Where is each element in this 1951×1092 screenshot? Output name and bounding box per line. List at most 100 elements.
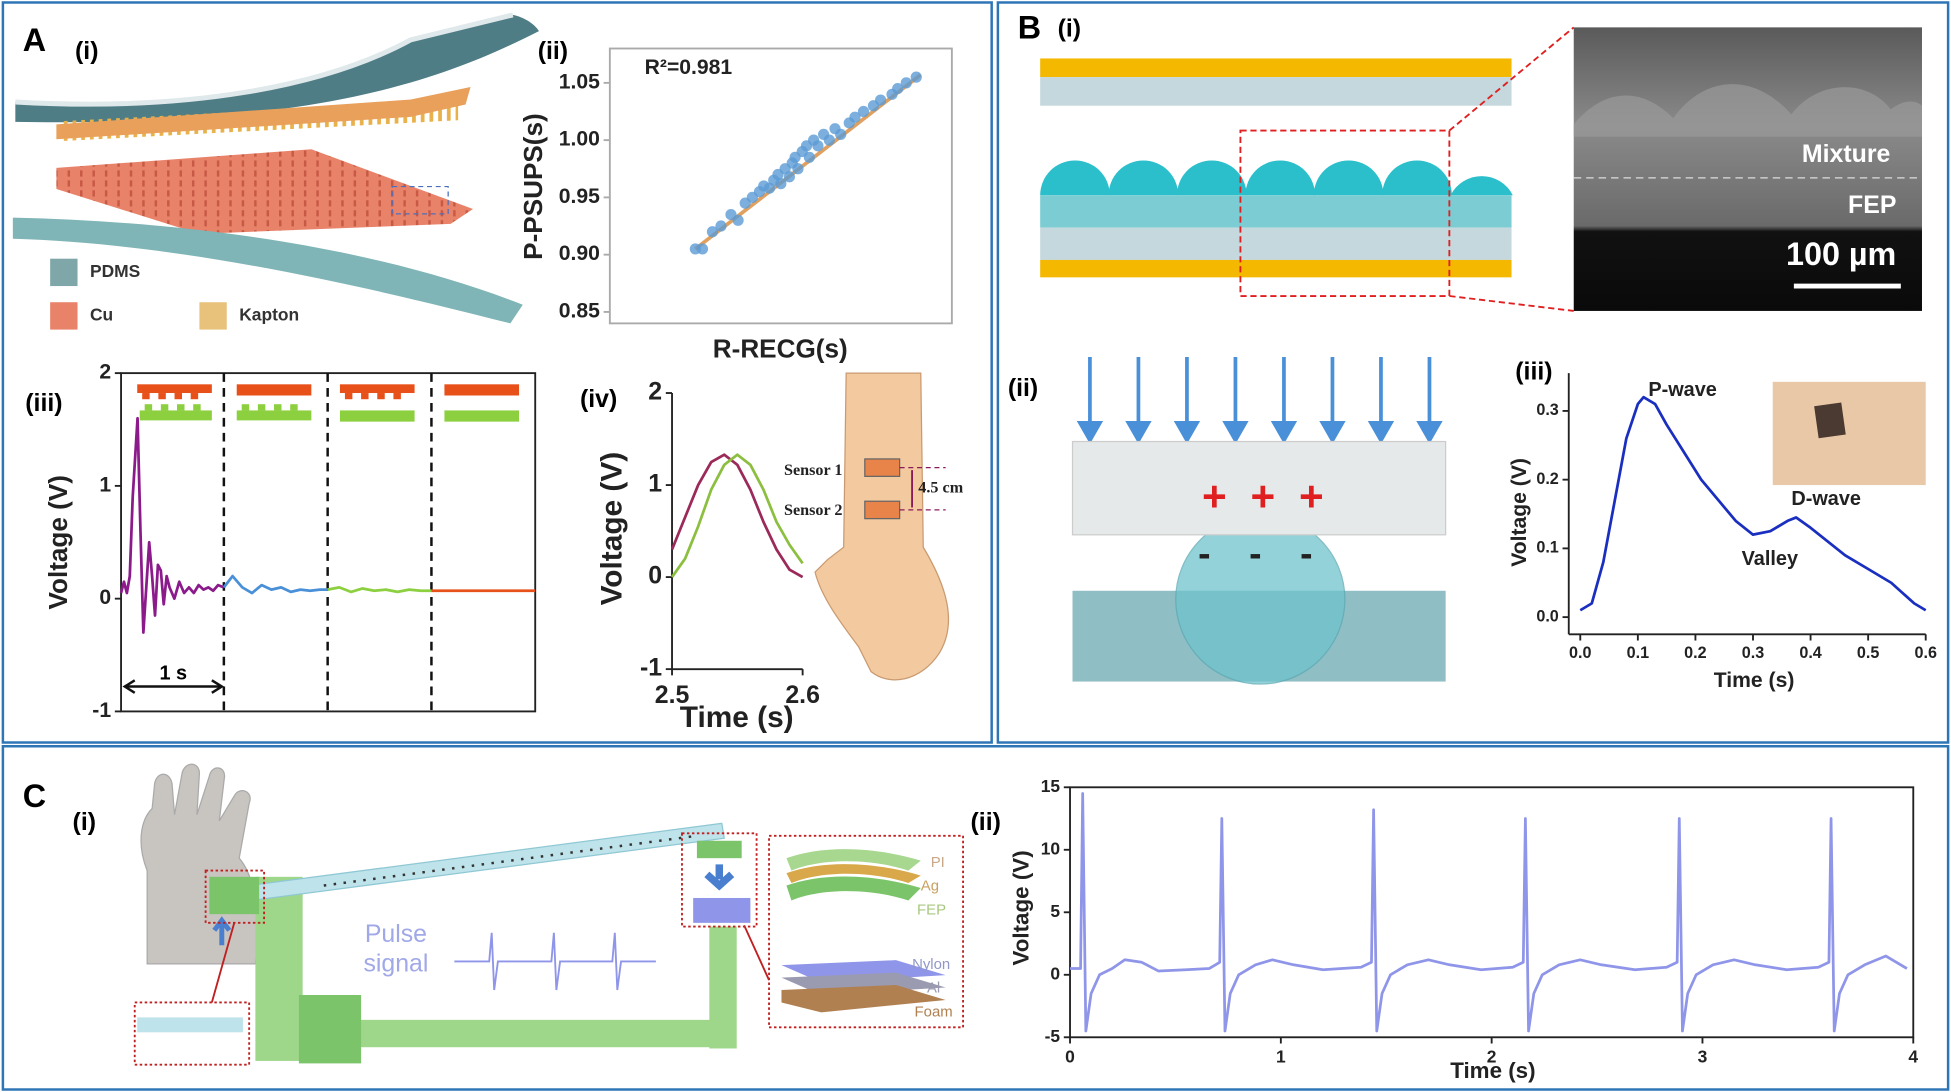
subpanel-label: (i)	[75, 37, 98, 65]
x-axis-label: Time (s)	[1450, 1058, 1535, 1083]
scatter-point	[812, 140, 824, 152]
annotation: Valley	[1742, 548, 1798, 570]
legend-label: PDMS	[90, 261, 140, 281]
x-tick-label: 0.4	[1799, 644, 1821, 662]
panel-frame	[1, 1, 993, 744]
y-tick-label: 2	[648, 378, 662, 406]
x-tick-label: 2	[1487, 1047, 1497, 1067]
layer-label: PI	[931, 854, 945, 871]
layer-label: Ag	[921, 878, 939, 895]
x-tick-label: 0.3	[1742, 644, 1764, 662]
legend-swatch	[50, 258, 78, 287]
legend-label: Kapton	[239, 305, 299, 325]
x-tick-label: 0.0	[1569, 644, 1591, 662]
x-tick-label: 3	[1698, 1047, 1708, 1067]
annotation: R²=0.981	[645, 56, 733, 79]
x-axis-label: Time (s)	[1714, 669, 1795, 692]
contact-model	[1071, 356, 1447, 685]
scatter-point	[823, 134, 835, 146]
charge-label: -	[1198, 532, 1210, 574]
charge-label: -	[1300, 532, 1312, 574]
layer-label: Al	[927, 980, 940, 997]
data-line	[1579, 395, 1927, 612]
y-tick-label: 0.85	[559, 299, 600, 322]
x-tick-label: 0.6	[1914, 644, 1936, 662]
y-tick-label: 0.95	[559, 185, 600, 208]
scatter-point	[803, 151, 815, 163]
panel-label: B	[1018, 9, 1041, 45]
scatter-point	[900, 77, 912, 89]
scatter-point	[875, 94, 887, 106]
layer-label: FEP	[917, 901, 946, 918]
data-line	[670, 453, 804, 578]
layer-label: Mixture	[1802, 140, 1890, 168]
panel-label: C	[23, 778, 46, 814]
x-axis-label: R-RECG(s)	[713, 334, 848, 364]
legend-swatch	[50, 302, 78, 330]
subpanel-label: (i)	[1058, 14, 1081, 42]
scatter-point	[775, 178, 787, 190]
data-line	[222, 574, 328, 595]
annotation: D-wave	[1791, 488, 1861, 510]
y-tick-label: 10	[1041, 838, 1060, 858]
layer-label: Nylon	[912, 956, 950, 973]
y-tick-label: 0.3	[1536, 401, 1558, 419]
scatter-point	[706, 226, 719, 238]
x-tick-label: 0.5	[1857, 644, 1879, 662]
subpanel-label: (ii)	[1008, 374, 1038, 402]
y-axis-label: Voltage (V)	[595, 452, 628, 606]
scatter-point	[910, 71, 922, 83]
y-axis-label: Voltage (V)	[1009, 850, 1034, 965]
subpanel-label: (i)	[73, 808, 96, 836]
subpanel-label: (iv)	[580, 385, 617, 413]
y-tick-label: 0.2	[1536, 470, 1558, 488]
annotation: P-wave	[1648, 379, 1717, 401]
subpanel-label: (iii)	[25, 389, 62, 417]
charge-label: +	[1299, 473, 1324, 520]
plot-frame	[608, 47, 953, 325]
y-tick-label: 0	[648, 562, 662, 590]
data-line	[327, 586, 432, 594]
x-tick-label: 0	[1065, 1047, 1075, 1067]
y-tick-label: 1.05	[559, 70, 600, 93]
scatter-point	[792, 163, 804, 175]
y-tick-label: -1	[92, 699, 111, 722]
subpanel-label: (ii)	[538, 37, 568, 65]
subpanel-label: (iii)	[1515, 358, 1552, 386]
scale-arrow	[122, 679, 225, 694]
x-tick-label: 4	[1908, 1047, 1918, 1067]
y-tick-label: 0.1	[1536, 539, 1558, 557]
data-line	[1070, 792, 1908, 1033]
charge-label: +	[1202, 473, 1227, 520]
y-tick-label: 1	[99, 473, 111, 496]
y-tick-label: 0.90	[559, 242, 600, 265]
signal-label: Pulse	[365, 920, 427, 948]
scale-label: 1 s	[159, 662, 187, 684]
annotation: Sensor 1	[784, 462, 843, 479]
y-axis-label: Voltage (V)	[43, 475, 73, 609]
y-tick-label: 2	[99, 361, 111, 384]
electrode-icons	[137, 384, 520, 422]
inset-photo	[1772, 381, 1926, 486]
scatter-point	[696, 243, 709, 255]
inset-photo	[1814, 402, 1846, 439]
x-tick-label: 0.2	[1684, 644, 1706, 662]
panel-label: A	[23, 22, 46, 58]
scatter-point	[835, 128, 847, 140]
annotation: 4.5 cm	[918, 479, 963, 496]
charge-label: +	[1250, 473, 1275, 520]
data-line	[670, 453, 804, 579]
panel-frame	[1, 744, 1950, 1091]
y-tick-label: 0	[99, 586, 111, 609]
legend-label: Cu	[90, 305, 113, 325]
y-axis-label: P-PSUPS(s)	[518, 113, 548, 260]
x-tick-label: 2.6	[785, 681, 820, 709]
plot-frame	[1069, 786, 1915, 1039]
subpanel-label: (ii)	[971, 808, 1001, 836]
scatter-point	[857, 105, 870, 118]
y-tick-label: 1.00	[559, 128, 600, 151]
scatter-point	[732, 214, 744, 226]
x-tick-label: 2.5	[655, 681, 690, 709]
y-axis-label: Voltage (V)	[1508, 458, 1531, 567]
